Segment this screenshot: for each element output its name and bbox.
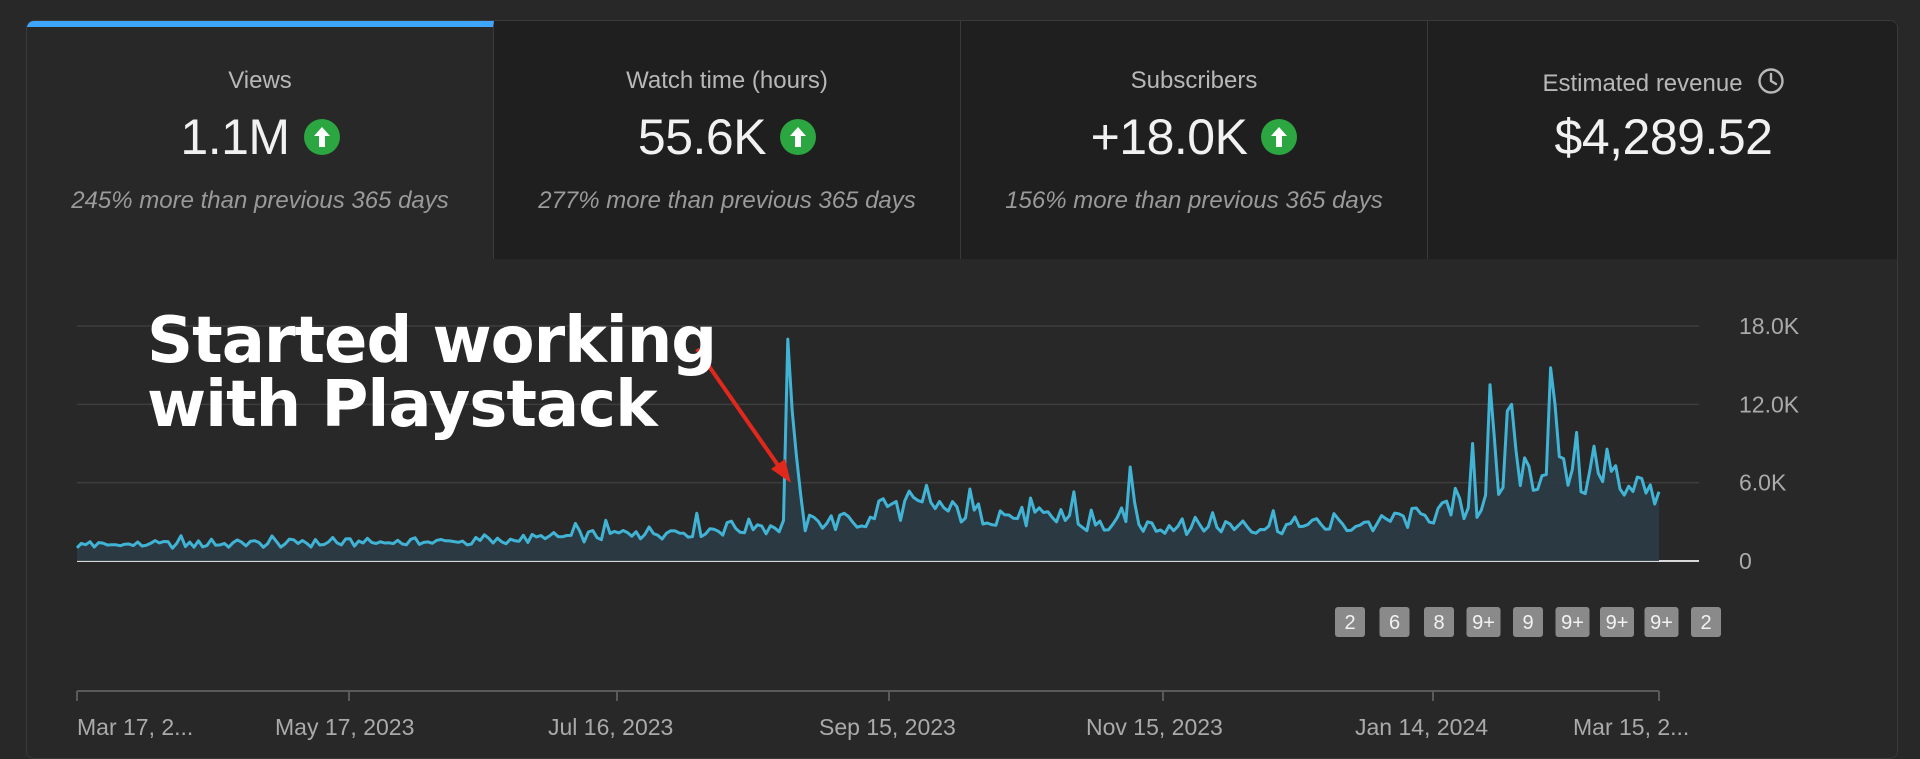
x-tick-label: Mar 17, 2...	[77, 714, 193, 740]
annotation-text: Started working with Playstack	[147, 304, 717, 442]
event-badge-label: 9+	[1472, 612, 1495, 634]
trend-up-icon	[303, 119, 340, 155]
event-badge	[1466, 607, 1501, 637]
tab-subscribers[interactable]: Subscribers +18.0K 156% more than previo…	[961, 21, 1428, 259]
metric-value: $4,289.52	[1554, 109, 1773, 165]
event-badge	[1424, 607, 1454, 637]
tab-estimated-revenue[interactable]: Estimated revenue $4,289.52	[1428, 21, 1897, 259]
comparison-text: 277% more than previous 365 days	[538, 187, 916, 214]
event-badge-label: 9	[1522, 612, 1533, 634]
event-badge	[1644, 607, 1679, 637]
event-badge	[1600, 607, 1634, 637]
event-badge	[1555, 607, 1590, 637]
trend-up-icon	[1261, 119, 1298, 155]
x-tick-label: May 17, 2023	[275, 714, 414, 740]
tab-label: Estimated revenue	[1542, 69, 1743, 97]
event-badge-label: 9+	[1606, 612, 1629, 634]
metric-value: 55.6K	[637, 109, 767, 165]
tab-label: Subscribers	[1130, 67, 1258, 94]
event-badge-label: 8	[1433, 612, 1444, 634]
area-fill	[77, 339, 1659, 561]
x-tick-label: Mar 15, 2...	[1573, 714, 1689, 740]
analytics-panel: Views 1.1M 245% more than previous 365 d…	[26, 20, 1898, 759]
event-badge-label: 9+	[1650, 612, 1673, 634]
annotation-arrow	[695, 347, 784, 473]
tab-watch-time[interactable]: Watch time (hours) 55.6K 277% more than …	[494, 21, 961, 259]
trend-up-icon	[780, 119, 817, 155]
y-tick-label: 18.0K	[1739, 313, 1800, 339]
tab-label: Views	[228, 67, 292, 94]
event-badge	[1513, 607, 1543, 637]
event-badge	[1335, 607, 1365, 637]
event-badge-label: 6	[1389, 612, 1400, 634]
views-chart: 18.0K 12.0K 6.0K 0 2 6 8 9+ 9 9+ 9+ 9+ 2 Mar 17, 2.…	[75, 313, 1800, 740]
metric-value: +18.0K	[1090, 109, 1248, 165]
x-tick-label: Nov 15, 2023	[1086, 714, 1223, 740]
event-badge-label: 2	[1700, 612, 1711, 634]
chart-area: 18.0K 12.0K 6.0K 0 2 6 8 9+ 9 9+ 9+ 9+ 2 Mar 17, 2.…	[27, 259, 1897, 758]
y-tick-label: 0	[1739, 548, 1752, 574]
comparison-text: 156% more than previous 365 days	[1005, 187, 1383, 214]
series-line	[75, 337, 1661, 550]
tab-views[interactable]: Views 1.1M 245% more than previous 365 d…	[27, 21, 494, 259]
clock-icon	[1757, 67, 1785, 102]
tab-label: Watch time (hours)	[626, 67, 828, 94]
event-badges: 2 6 8 9+ 9 9+ 9+ 9+ 2	[1335, 607, 1721, 637]
y-axis-ticks: 18.0K 12.0K 6.0K 0	[1739, 313, 1800, 574]
x-tick-label: Jan 14, 2024	[1355, 714, 1488, 740]
event-badge-label: 2	[1344, 612, 1355, 634]
event-badge	[1379, 607, 1410, 637]
annotation-arrowhead	[771, 459, 791, 483]
metric-tabs: Views 1.1M 245% more than previous 365 d…	[27, 21, 1897, 259]
event-badge	[1691, 607, 1721, 637]
x-tick-label: Sep 15, 2023	[819, 714, 956, 740]
y-tick-label: 12.0K	[1739, 391, 1800, 417]
comparison-text: 245% more than previous 365 days	[71, 187, 449, 214]
metric-value: 1.1M	[180, 109, 290, 165]
x-tick-label: Jul 16, 2023	[548, 714, 673, 740]
y-tick-label: 6.0K	[1739, 470, 1787, 496]
event-badge-label: 9+	[1561, 612, 1584, 634]
x-axis-ticks: Mar 17, 2... May 17, 2023 Jul 16, 2023 Sep …	[76, 691, 1689, 740]
